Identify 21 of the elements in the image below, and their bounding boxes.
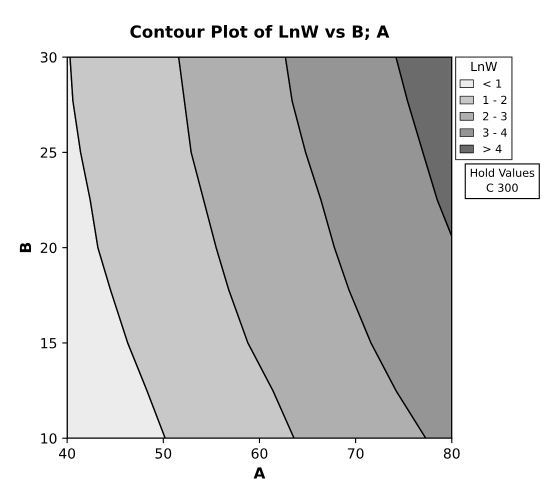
legend-label: 2 - 3 <box>483 112 507 120</box>
legend-label: 3 - 4 <box>483 128 507 137</box>
y-tick-label: 25 <box>40 147 56 158</box>
x-tick-label: 50 <box>156 448 172 459</box>
text: C 300 <box>486 184 518 192</box>
y-axis-title: B <box>20 242 32 252</box>
y-tick-label: 30 <box>40 52 57 63</box>
x-tick-label: 70 <box>348 448 364 459</box>
legend-title: LnW <box>471 62 497 72</box>
text: Hold Values <box>470 168 534 177</box>
chart-title: Contour Plot of LnW vs B; A <box>130 24 390 40</box>
legend-label: 1 - 2 <box>484 96 506 104</box>
y-tick-label: 20 <box>40 242 57 254</box>
x-tick-label: 40 <box>58 448 76 459</box>
x-tick-label: 60 <box>252 448 268 459</box>
x-tick-label: 80 <box>444 448 460 459</box>
y-tick-label: 15 <box>41 338 56 348</box>
y-tick-label: 10 <box>41 433 57 444</box>
x-axis-title: A <box>254 467 266 479</box>
legend-label: < 1 <box>483 80 502 88</box>
legend-label: > 4 <box>483 144 502 153</box>
